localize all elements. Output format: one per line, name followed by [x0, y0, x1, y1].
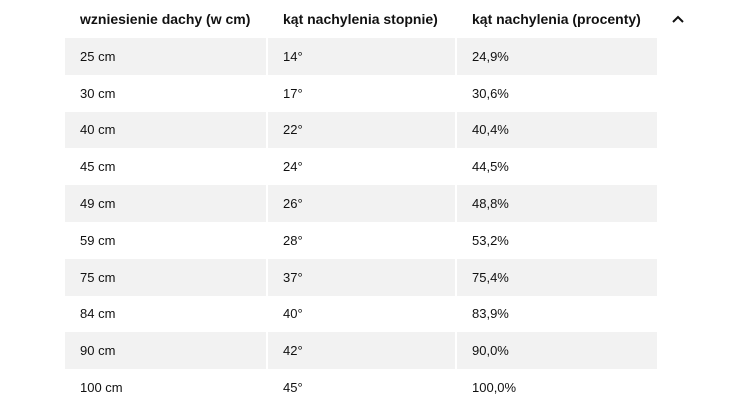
table-cell: 28°	[268, 221, 457, 259]
table-cell: 14°	[268, 38, 457, 75]
table-row: 40 cm 22° 40,4%	[65, 111, 657, 149]
table-cell: 40,4%	[472, 122, 509, 138]
table-cell: 44,5%	[472, 159, 509, 175]
header-cell: kąt nachylenia (procenty)	[472, 11, 641, 27]
table-row: 30 cm 17° 30,6%	[65, 74, 657, 112]
table-cell: 84 cm	[65, 295, 268, 333]
table-cell: 40°	[268, 295, 457, 333]
table-row: 100 cm 45° 100,0%	[65, 369, 657, 406]
header-cell: wzniesienie dachy (w cm)	[65, 0, 268, 38]
table-cell: 83,9%	[472, 306, 509, 322]
table: wzniesienie dachy (w cm) kąt nachylenia s…	[65, 0, 657, 406]
table-cell: 42°	[268, 332, 457, 370]
table-row: 49 cm 26° 48,8%	[65, 185, 657, 222]
table-cell: 53,2%	[472, 232, 509, 248]
table-row: 25 cm 14° 24,9%	[65, 38, 657, 75]
table-cell: 37°	[268, 258, 457, 296]
table-row: 45 cm 24° 44,5%	[65, 148, 657, 186]
table-cell: 25 cm	[65, 38, 268, 75]
collapse-toggle[interactable]	[671, 12, 685, 26]
table-cell: 49 cm	[65, 185, 268, 222]
table-row: 75 cm 37° 75,4%	[65, 258, 657, 296]
table-cell: 100 cm	[65, 369, 268, 406]
table-cell: 40 cm	[65, 111, 268, 149]
table-row: 90 cm 42° 90,0%	[65, 332, 657, 370]
table-cell: 48,8%	[472, 196, 509, 212]
table-cell: 45°	[268, 369, 457, 406]
table-cell: 100,0%	[472, 380, 517, 396]
table-cell: 30 cm	[65, 74, 268, 112]
table-cell: 17°	[268, 74, 457, 112]
header-cell: kąt nachylenia stopnie)	[268, 0, 457, 38]
table-cell: 24,9%	[472, 48, 509, 64]
table-cell: 30,6%	[472, 85, 509, 101]
table-cell: 59 cm	[65, 221, 268, 259]
table-row: 59 cm 28° 53,2%	[65, 221, 657, 259]
table-row: 84 cm 40° 83,9%	[65, 295, 657, 333]
table-cell: 75,4%	[472, 269, 509, 285]
table-cell: 24°	[268, 148, 457, 186]
header-row: wzniesienie dachy (w cm) kąt nachylenia s…	[65, 0, 657, 38]
table-cell: 45 cm	[65, 148, 268, 186]
table-cell: 26°	[268, 185, 457, 222]
table-cell: 90 cm	[65, 332, 268, 370]
table-cell: 90,0%	[472, 343, 509, 359]
table-cell: 75 cm	[65, 258, 268, 296]
table-cell: 22°	[268, 111, 457, 149]
